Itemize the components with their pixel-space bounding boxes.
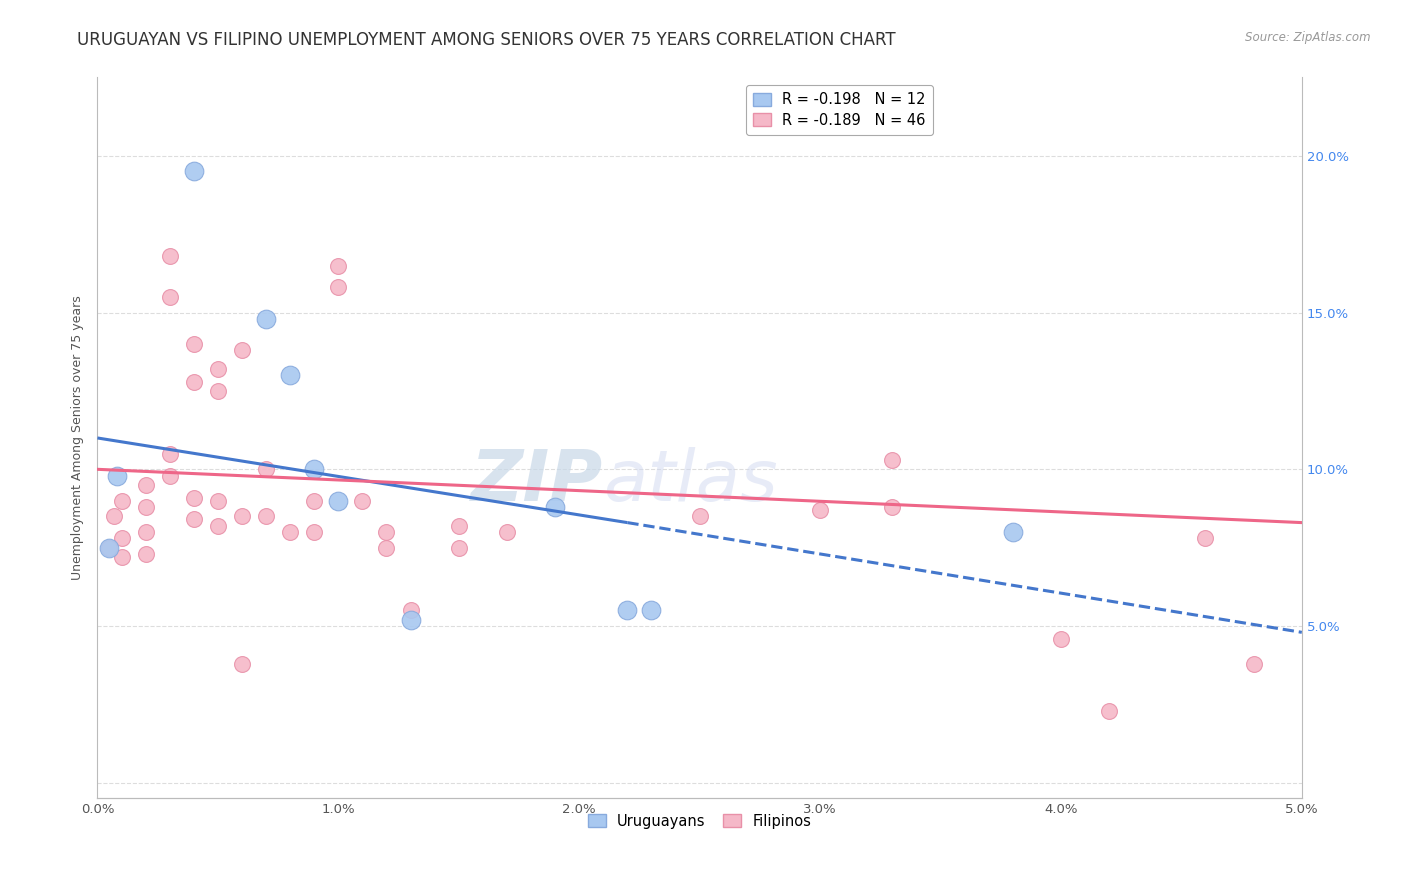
Point [254,311,277,326]
Point [808,503,831,517]
Legend: Uruguayans, Filipinos: Uruguayans, Filipinos [582,808,817,834]
Point [183,375,205,389]
Point [1050,632,1073,646]
Text: ZIP: ZIP [471,447,603,516]
Point [328,280,350,294]
Point [159,290,181,304]
Point [110,493,132,508]
Point [98,541,121,555]
Y-axis label: Unemployment Among Seniors over 75 years: Unemployment Among Seniors over 75 years [72,295,84,581]
Point [207,493,229,508]
Point [254,462,277,476]
Point [110,550,132,565]
Point [1098,704,1121,718]
Point [352,493,374,508]
Point [882,500,904,514]
Point [1243,657,1265,671]
Point [135,478,157,492]
Point [135,547,157,561]
Point [447,518,470,533]
Point [882,453,904,467]
Point [302,462,325,476]
Point [1194,531,1216,545]
Point [231,657,253,671]
Point [278,368,301,383]
Point [328,493,350,508]
Point [544,500,567,514]
Point [496,524,519,539]
Point [375,524,398,539]
Point [183,512,205,526]
Point [231,509,253,524]
Point [328,259,350,273]
Point [689,509,711,524]
Point [207,362,229,376]
Point [399,613,422,627]
Point [183,337,205,351]
Point [207,384,229,398]
Point [159,468,181,483]
Point [159,249,181,263]
Point [616,603,638,617]
Point [302,493,325,508]
Point [447,541,470,555]
Point [183,491,205,505]
Point [159,447,181,461]
Point [278,524,301,539]
Point [207,518,229,533]
Point [105,468,128,483]
Point [103,509,125,524]
Point [1001,524,1024,539]
Point [640,603,662,617]
Text: URUGUAYAN VS FILIPINO UNEMPLOYMENT AMONG SENIORS OVER 75 YEARS CORRELATION CHART: URUGUAYAN VS FILIPINO UNEMPLOYMENT AMONG… [77,31,896,49]
Point [254,509,277,524]
Point [375,541,398,555]
Point [135,500,157,514]
Text: atlas: atlas [603,447,778,516]
Point [302,524,325,539]
Point [231,343,253,358]
Point [135,524,157,539]
Text: Source: ZipAtlas.com: Source: ZipAtlas.com [1246,31,1371,45]
Point [98,541,121,555]
Point [183,164,205,178]
Point [110,531,132,545]
Point [399,603,422,617]
